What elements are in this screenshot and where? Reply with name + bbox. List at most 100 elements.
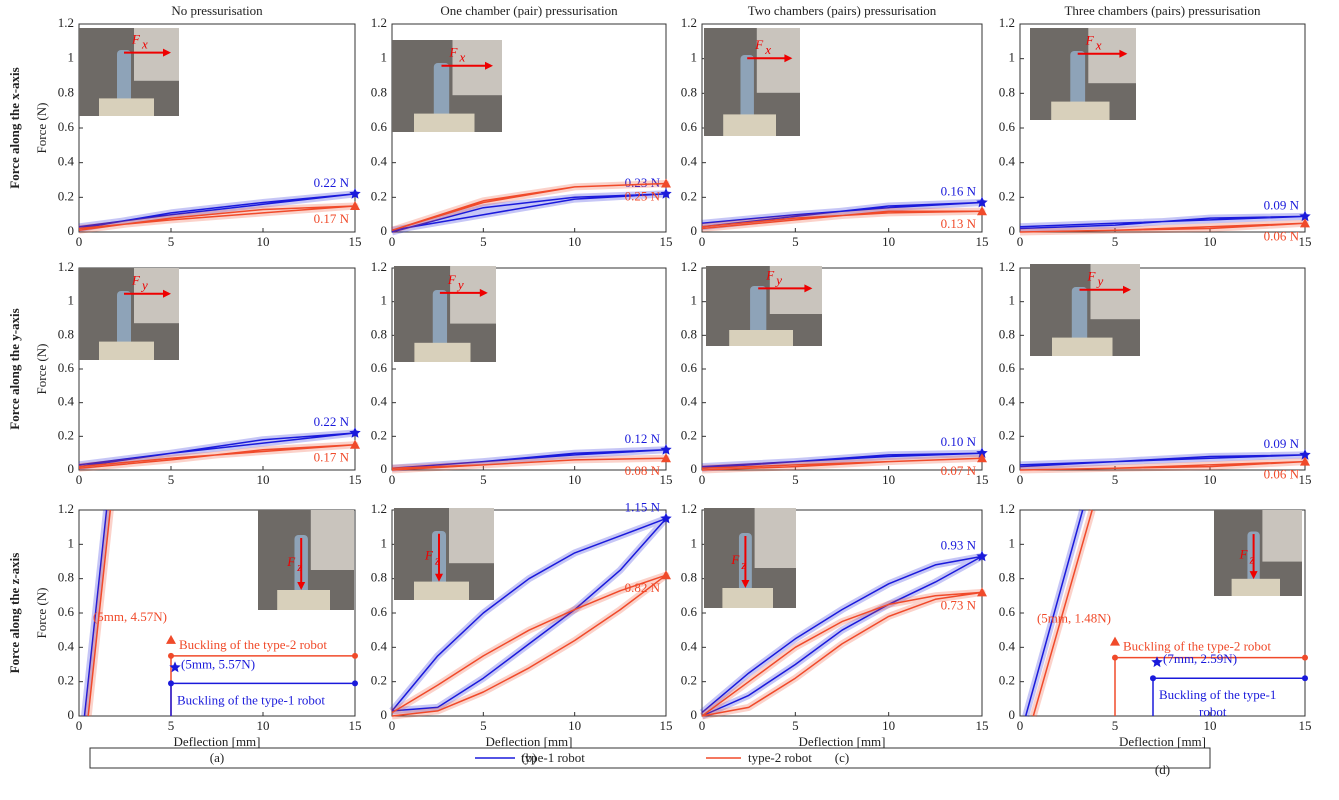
inset-robot: [433, 63, 450, 119]
end-label: 0.17 N: [314, 211, 350, 226]
inset-photo-bg: [310, 510, 354, 570]
y-tick-label: 0: [381, 223, 388, 238]
x-tick-label: 5: [168, 718, 175, 733]
y-tick-label: 1.2: [681, 259, 697, 274]
arrow-head: [1119, 49, 1128, 58]
y-tick-label: 0.6: [58, 604, 75, 619]
x-tick-label: 5: [792, 234, 799, 249]
end-label: 0.16 N: [941, 184, 977, 199]
x-tick-label: 10: [257, 718, 270, 733]
subplot-caption: (c): [835, 750, 849, 765]
marker-triangle: [977, 453, 987, 463]
y-tick-label: 0.4: [371, 638, 388, 653]
y-tick-label: 1.2: [371, 501, 387, 516]
marker-star: [1151, 656, 1163, 668]
force-sub: x: [459, 50, 466, 65]
marker-star: [660, 443, 672, 455]
x-tick-label: 10: [1204, 234, 1217, 249]
buckling-dot: [168, 652, 174, 659]
inset-robot: [117, 50, 131, 103]
y-tick-label: 1: [68, 50, 75, 65]
inset-base: [1051, 101, 1110, 120]
y-tick-label: 0.4: [58, 394, 75, 409]
inset-robot: [740, 55, 754, 120]
x-tick-label: 0: [76, 472, 83, 487]
buckling-label: robot: [1199, 704, 1227, 719]
marker-star: [660, 187, 672, 199]
x-axis-label: Deflection [mm]: [174, 734, 261, 749]
y-tick-label: 0.4: [371, 154, 388, 169]
x-tick-label: 15: [976, 472, 989, 487]
force-label: F: [1085, 33, 1095, 48]
y-axis-label: Force (N): [34, 103, 49, 154]
end-label: 0.22 N: [314, 414, 350, 429]
inset-photo-bg: [449, 508, 494, 564]
y-tick-label: 1: [1009, 293, 1016, 308]
y-tick-label: 0.6: [999, 360, 1016, 375]
buckling-label: Buckling of the type-1 robot: [177, 692, 325, 707]
marker-star: [976, 196, 988, 208]
force-label: F: [1239, 547, 1249, 562]
y-tick-label: 1: [691, 535, 698, 550]
inset-photo-bg: [450, 266, 496, 324]
inset-photo-bg: [1090, 264, 1140, 320]
x-tick-label: 10: [257, 234, 270, 249]
y-axis-label: Force (N): [34, 344, 49, 395]
force-label: F: [286, 554, 296, 569]
y-tick-label: 0.8: [371, 326, 387, 341]
marker-triangle: [661, 453, 671, 463]
x-tick-label: 10: [1204, 718, 1217, 733]
x-tick-label: 0: [76, 718, 83, 733]
y-tick-label: 0: [691, 461, 698, 476]
y-tick-label: 0.2: [58, 188, 74, 203]
y-tick-label: 0.8: [58, 326, 74, 341]
y-tick-label: 0.2: [999, 673, 1015, 688]
marker-star: [1299, 210, 1311, 222]
x-tick-label: 5: [1112, 718, 1119, 733]
x-tick-label: 0: [699, 718, 706, 733]
y-tick-label: 0: [1009, 461, 1016, 476]
x-tick-label: 0: [699, 234, 706, 249]
end-label: 0.09 N: [1264, 436, 1300, 451]
x-tick-label: 5: [480, 472, 487, 487]
row-label: Force along the z-axis: [7, 553, 22, 674]
y-tick-label: 0.2: [58, 427, 74, 442]
inset-robot: [1071, 287, 1088, 343]
marker-star: [660, 512, 672, 524]
arrow-head: [741, 580, 750, 588]
inset-base: [414, 581, 469, 600]
y-tick-label: 1.2: [999, 501, 1015, 516]
y-tick-label: 0.2: [371, 427, 387, 442]
inset-base: [729, 330, 793, 346]
end-label: 0.06 N: [1264, 467, 1300, 482]
arrow-head: [163, 48, 171, 57]
y-tick-label: 1.2: [681, 15, 697, 30]
x-tick-label: 15: [660, 234, 673, 249]
buckling-point-label: (5mm, 4.57N): [93, 609, 167, 624]
y-tick-label: 0: [381, 707, 388, 722]
y-tick-label: 0.2: [681, 673, 697, 688]
x-tick-label: 0: [699, 472, 706, 487]
y-tick-label: 0: [381, 461, 388, 476]
force-sub: x: [141, 37, 148, 52]
x-tick-label: 15: [660, 472, 673, 487]
y-tick-label: 0.6: [371, 360, 388, 375]
y-tick-label: 0.8: [58, 84, 74, 99]
y-tick-label: 0.8: [681, 326, 697, 341]
inset-robot: [1070, 51, 1086, 107]
inset-photo-bg: [134, 28, 179, 81]
x-tick-label: 10: [568, 234, 581, 249]
y-tick-label: 1: [381, 293, 388, 308]
y-tick-label: 0.2: [681, 427, 697, 442]
series-line: [1024, 509, 1084, 717]
series-line: [83, 509, 108, 717]
buckling-label: Buckling of the type-2 robot: [179, 637, 327, 652]
inset-robot: [432, 290, 448, 348]
y-tick-label: 1: [1009, 535, 1016, 550]
y-tick-label: 0: [68, 223, 75, 238]
legend-box: [89, 747, 1211, 769]
end-label: 0.09 N: [1264, 197, 1300, 212]
inset-photo-bg: [452, 40, 502, 96]
marker-star: [1299, 448, 1311, 460]
y-tick-label: 1.2: [58, 501, 74, 516]
